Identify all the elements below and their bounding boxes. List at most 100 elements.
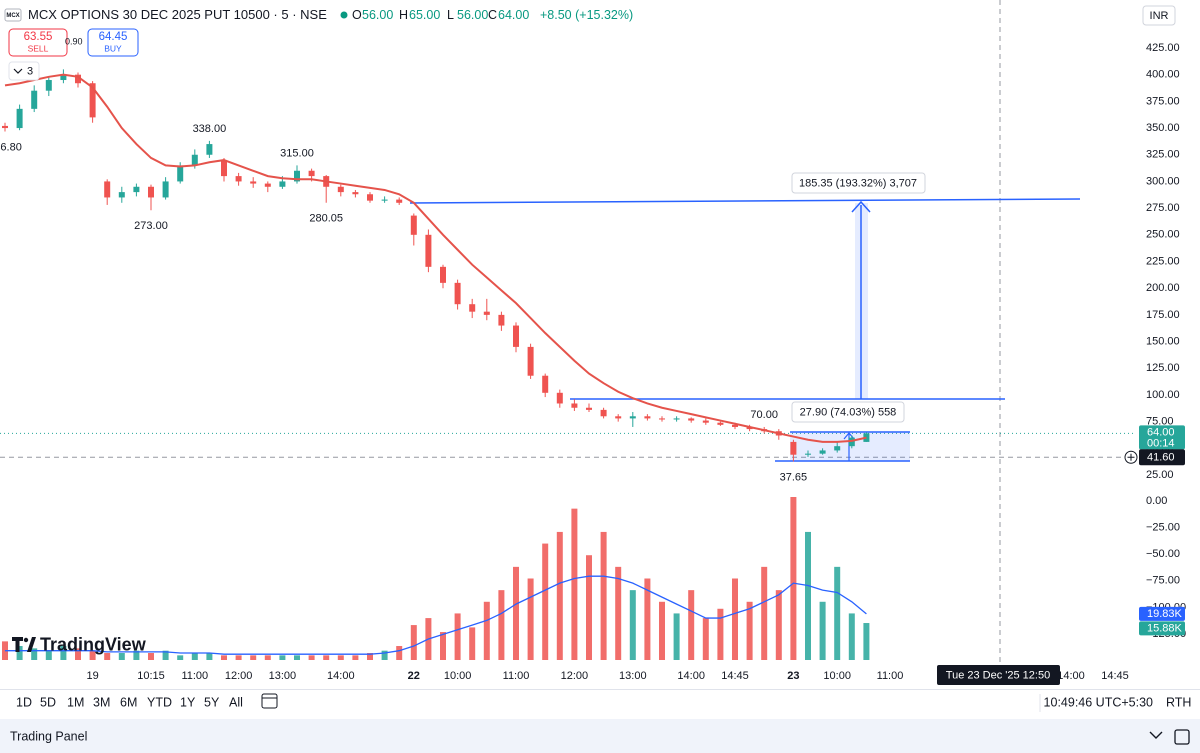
trend-line[interactable] — [409, 198, 1081, 204]
indicators-toggle[interactable] — [8, 61, 40, 81]
candle-body — [600, 409, 607, 417]
indicator-tick-label: −75.00 — [1146, 575, 1180, 587]
volume-bar — [527, 578, 534, 660]
candle-body — [45, 80, 52, 91]
crosshair-time: Tue 23 Dec '25 12:50 — [946, 669, 1050, 681]
candle-body — [410, 215, 417, 235]
collapse-icon[interactable] — [1149, 731, 1163, 739]
sell-price[interactable]: 63.55 — [24, 31, 53, 43]
clock[interactable]: 10:49:46 UTC+5:30 — [1044, 695, 1153, 709]
volume-bar — [206, 653, 213, 660]
candle-body — [688, 418, 695, 421]
maximize-icon[interactable] — [1174, 729, 1190, 745]
candle-body — [732, 424, 738, 427]
currency-box[interactable] — [1142, 5, 1176, 26]
buy-button[interactable] — [87, 28, 139, 57]
candle-body — [702, 420, 709, 423]
volume-bar — [761, 566, 768, 660]
candle-body — [89, 83, 96, 118]
candle-body — [615, 416, 622, 419]
candle-body — [191, 154, 198, 166]
measure-box[interactable] — [790, 432, 910, 461]
candle-body — [60, 74, 67, 81]
buy-label[interactable]: BUY — [104, 43, 122, 53]
candle-body — [118, 192, 125, 198]
volume-bar — [673, 613, 680, 660]
range-button[interactable]: 1M — [67, 695, 84, 709]
candle-body — [527, 346, 534, 376]
ohlc-key: O — [352, 8, 362, 22]
x-tick-label: 19 — [86, 670, 98, 682]
range-button[interactable]: 5D — [40, 695, 56, 709]
volume-bar — [381, 650, 388, 660]
volume-bar — [308, 655, 315, 660]
ohlc-legend: O 56.00 H 65.00 L 56.00 C 64.00 — [352, 8, 529, 22]
volume-bar — [469, 627, 476, 660]
candle-body — [279, 181, 286, 187]
candle-body — [834, 446, 841, 451]
y-tick-label: 350.00 — [1146, 122, 1180, 134]
candle-body — [425, 234, 432, 267]
extreme-label: 315.00 — [280, 147, 314, 159]
y-tick-label: 400.00 — [1146, 69, 1180, 81]
symbol-title[interactable]: MCX OPTIONS 30 DEC 2025 PUT 10500 · 5 · … — [28, 7, 327, 22]
range-button[interactable]: 1D — [16, 695, 32, 709]
candle-body — [805, 453, 811, 455]
last-price-label: 64.00 — [1147, 426, 1175, 438]
range-button[interactable]: All — [229, 695, 243, 709]
session[interactable]: RTH — [1166, 695, 1191, 709]
buy-price[interactable]: 64.45 — [99, 31, 128, 43]
candle-body — [556, 392, 563, 404]
candle-body — [133, 186, 140, 193]
last-price-tag — [1139, 425, 1185, 450]
volume-bar — [352, 655, 359, 660]
y-tick-label: 75.00 — [1146, 416, 1174, 428]
volume-bar — [790, 497, 797, 660]
y-tick-label: 25.00 — [1146, 469, 1174, 481]
indicator-tick-label: −25.00 — [1146, 522, 1180, 534]
candle-body — [396, 199, 403, 203]
range-button[interactable]: 1Y — [180, 695, 196, 709]
measure-label-box — [791, 401, 905, 423]
candle-body — [16, 108, 23, 129]
candle-body — [250, 181, 257, 184]
sell-button[interactable] — [8, 28, 68, 57]
range-button[interactable]: 5Y — [204, 695, 220, 709]
sell-label[interactable]: SELL — [28, 43, 49, 53]
y-tick-label: 150.00 — [1146, 335, 1180, 347]
candle-body — [542, 375, 549, 393]
indicators-count[interactable]: 3 — [27, 65, 33, 77]
volume-bar — [644, 578, 651, 660]
front-layer: MCX MCX OPTIONS 30 DEC 2025 PUT 10500 · … — [0, 5, 1200, 753]
calendar-icon[interactable] — [261, 693, 278, 709]
y-tick-label: 175.00 — [1146, 309, 1180, 321]
y-tick-label: 250.00 — [1146, 229, 1180, 241]
candle-body — [586, 407, 592, 410]
candle-body — [746, 426, 753, 430]
range-button[interactable]: 3M — [93, 695, 110, 709]
x-tick-label: 11:00 — [181, 670, 208, 682]
volume-bar — [819, 601, 826, 660]
x-tick-label: 10:00 — [823, 670, 851, 682]
range-button[interactable]: YTD — [147, 695, 172, 709]
candle-body — [659, 418, 665, 420]
currency[interactable]: INR — [1150, 10, 1169, 22]
volume-bar — [191, 653, 198, 660]
y-tick-label: 200.00 — [1146, 282, 1180, 294]
candle-body — [221, 160, 227, 177]
candle-body — [717, 422, 724, 425]
volume-bar — [31, 648, 38, 660]
volume-label: 15.88K — [1147, 623, 1183, 635]
volume-bar — [702, 618, 709, 660]
trading-panel-title[interactable]: Trading Panel — [10, 729, 87, 743]
ohlc-key: H — [399, 8, 408, 22]
candle-body — [629, 416, 636, 419]
ohlc-value: 64.00 — [498, 8, 529, 22]
volume-bar — [498, 590, 505, 660]
candle-body — [469, 304, 476, 312]
y-tick-label: 125.00 — [1146, 362, 1180, 374]
candle-body — [294, 170, 300, 182]
volume-bar — [45, 650, 52, 660]
range-button[interactable]: 6M — [120, 695, 137, 709]
x-tick-label: 23 — [787, 670, 799, 682]
